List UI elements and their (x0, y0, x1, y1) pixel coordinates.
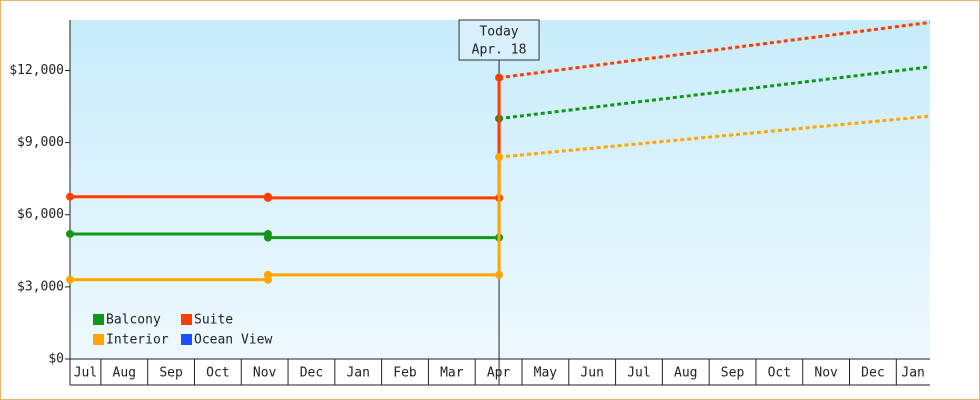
today-date: Apr. 18 (472, 43, 527, 58)
x-tick-label: Jul (627, 366, 650, 381)
y-tick-label: $0 (48, 352, 64, 367)
point (66, 275, 74, 284)
x-tick-label: Jun (580, 366, 603, 381)
point (66, 192, 74, 201)
legend-label: Ocean View (194, 333, 272, 348)
today-label: Today (479, 25, 518, 40)
forecast-line (498, 65, 931, 121)
legend-swatch (181, 314, 192, 325)
y-tick-label: $12,000 (9, 63, 64, 78)
y-tick-label: $9,000 (17, 135, 64, 150)
forecast-line (498, 114, 931, 159)
x-tick-label: Jan (901, 366, 924, 381)
x-tick-label: May (534, 366, 558, 381)
point (495, 73, 504, 82)
legend-swatch (93, 334, 104, 345)
legend-label: Balcony (106, 313, 161, 328)
today-box (458, 19, 540, 61)
point (495, 270, 504, 279)
y-tick-label: $3,000 (17, 279, 64, 294)
x-tick-label: Jul (74, 366, 97, 381)
point (66, 229, 74, 238)
x-tick-label: Aug (113, 366, 136, 381)
x-tick-label: Mar (440, 366, 464, 381)
point (495, 153, 504, 162)
legend-swatch (93, 314, 104, 325)
x-tick-label: Nov (814, 366, 838, 381)
x-tick-label: Jan (346, 366, 369, 381)
point (263, 270, 272, 279)
x-tick-label: Sep (721, 366, 745, 381)
x-tick-label: Dec (300, 366, 323, 381)
x-tick-label: Aug (674, 366, 697, 381)
legend-label: Interior (106, 333, 169, 348)
point (263, 193, 272, 202)
y-tick-label: $6,000 (17, 207, 64, 222)
point (263, 233, 272, 242)
x-tick-label: Feb (393, 366, 417, 381)
x-tick-label: Oct (206, 366, 229, 381)
x-tick-label: Nov (253, 366, 277, 381)
x-tick-label: Sep (159, 366, 183, 381)
forecast-line (498, 20, 931, 80)
x-tick-label: Dec (861, 366, 884, 381)
legend-swatch (181, 334, 192, 345)
legend-label: Suite (194, 313, 233, 328)
x-tick-label: Oct (768, 366, 791, 381)
